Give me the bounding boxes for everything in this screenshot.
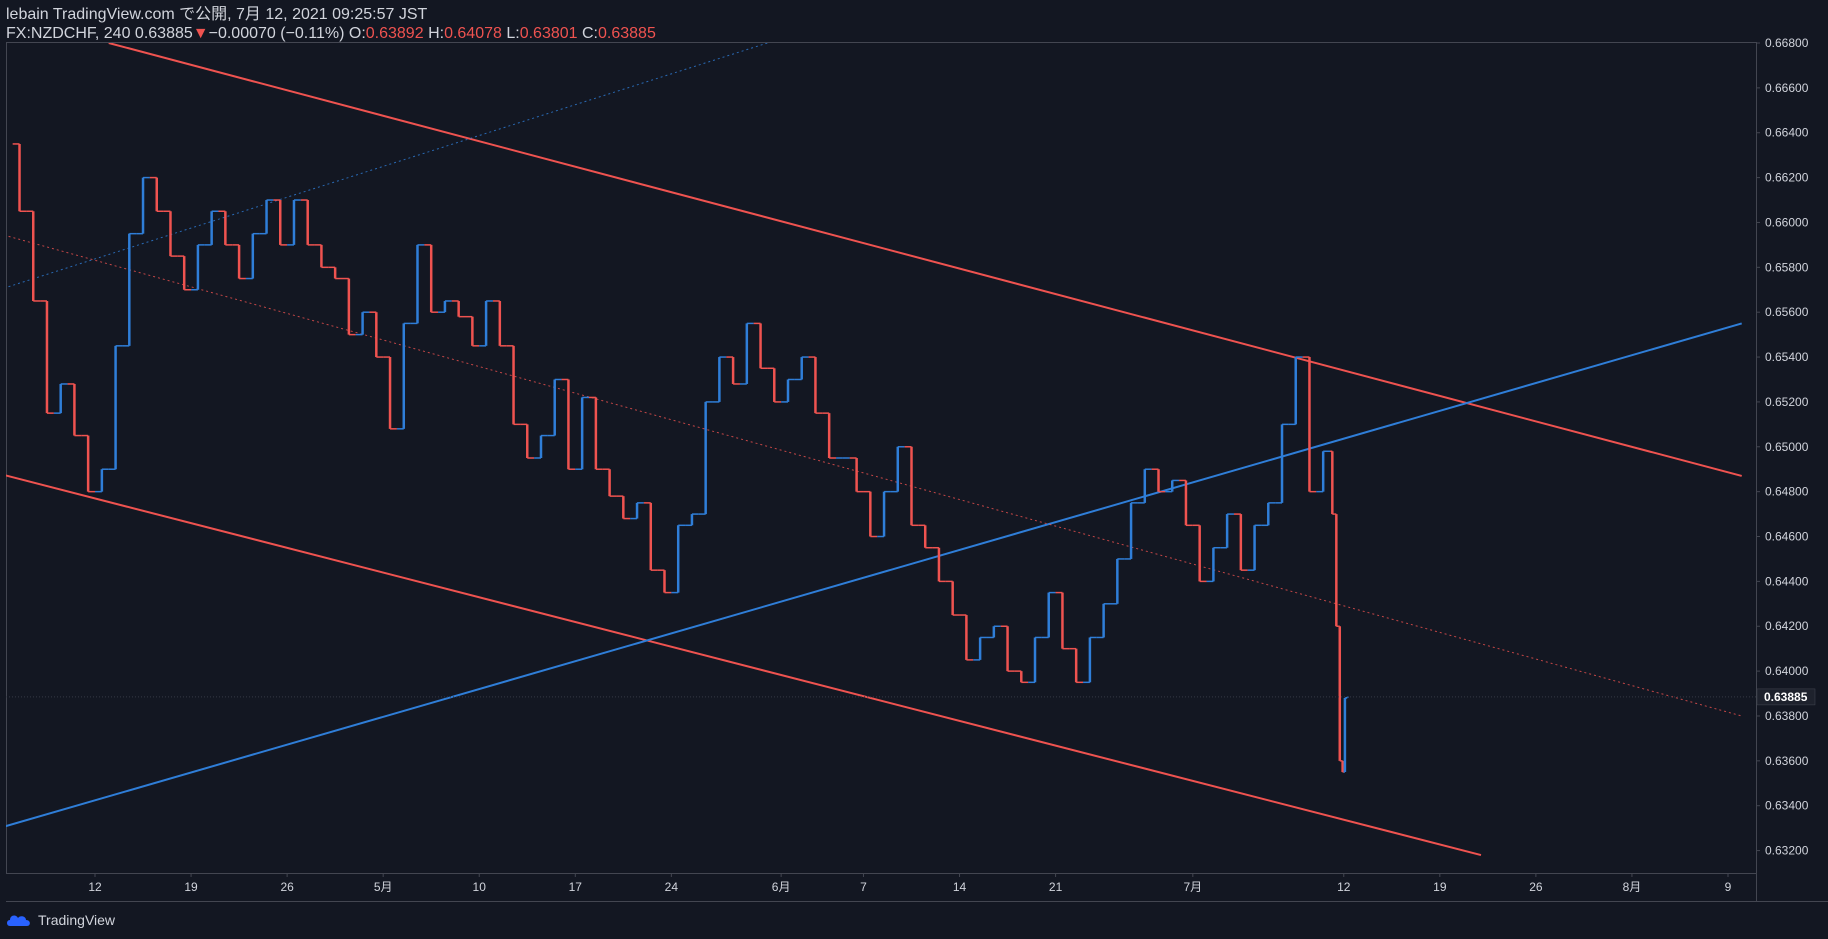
cloud-logo-icon	[7, 915, 30, 926]
x-tick-label: 26	[1529, 880, 1543, 894]
x-tick-label: 5月	[374, 880, 393, 894]
x-tick-label: 19	[184, 880, 198, 894]
trendline-1	[6, 474, 1482, 857]
y-tick-label: 0.65200	[1765, 395, 1809, 409]
y-tick-label: 0.64200	[1765, 619, 1809, 633]
y-tick-label: 0.64400	[1765, 574, 1809, 588]
close-label: C:	[582, 25, 598, 42]
symbol-label[interactable]: FX:NZDCHF, 240	[6, 25, 131, 42]
x-tick-label: 24	[665, 880, 679, 894]
open-label: O:	[348, 25, 366, 42]
y-tick-label: 0.64000	[1765, 664, 1809, 678]
open-value: 0.63892	[365, 25, 424, 42]
y-tick-label: 0.66800	[1765, 36, 1809, 50]
high-value: 0.64078	[444, 25, 502, 42]
trendline-3	[6, 235, 1742, 717]
x-tick-label: 9	[1725, 880, 1732, 894]
y-tick-label: 0.63600	[1765, 754, 1809, 768]
down-arrow-icon: ▼	[192, 25, 209, 42]
trendline-4	[6, 43, 768, 289]
trendline-0	[108, 43, 1742, 477]
last-price: 0.63885	[134, 25, 193, 42]
y-tick-label: 0.65400	[1765, 350, 1809, 364]
x-tick-label: 8月	[1623, 880, 1642, 894]
y-tick-label: 0.65000	[1765, 440, 1809, 454]
x-tick-label: 6月	[772, 880, 791, 894]
y-tick-label: 0.66200	[1765, 171, 1809, 185]
x-tick-label: 26	[280, 880, 294, 894]
current-price-box	[1756, 688, 1816, 706]
y-tick-label: 0.65600	[1765, 305, 1809, 319]
x-tick-label: 7月	[1183, 880, 1202, 894]
plot-layer	[6, 43, 1756, 857]
low-value: 0.63801	[519, 25, 578, 42]
plot-border	[6, 42, 1757, 874]
x-tick-label: 10	[473, 880, 487, 894]
y-tick-label: 0.64800	[1765, 485, 1809, 499]
y-tick-label: 0.63400	[1765, 799, 1809, 813]
brand-label: TradingView	[38, 912, 116, 928]
current-price-label: 0.63885	[1764, 690, 1808, 704]
tradingview-logo[interactable]: TradingView	[6, 910, 115, 930]
ohlc-line: FX:NZDCHF, 240 0.63885▼−0.00070 (−0.11%)…	[6, 24, 656, 43]
y-tick-label: 0.64600	[1765, 530, 1809, 544]
chart-header: lebain TradingView.com で公開, 7月 12, 2021 …	[6, 5, 656, 43]
close-value: 0.63885	[598, 25, 656, 42]
y-tick-label: 0.65800	[1765, 260, 1809, 274]
x-tick-label: 19	[1433, 880, 1447, 894]
x-tick-label: 12	[88, 880, 102, 894]
y-tick-label: 0.63200	[1765, 844, 1809, 858]
x-tick-label: 21	[1049, 880, 1063, 894]
x-tick-label: 14	[953, 880, 967, 894]
publish-line: lebain TradingView.com で公開, 7月 12, 2021 …	[6, 6, 428, 23]
y-tick-label: 0.66600	[1765, 81, 1809, 95]
y-tick-label: 0.66000	[1765, 215, 1809, 229]
trendline-2	[6, 322, 1743, 828]
y-tick-label: 0.66400	[1765, 126, 1809, 140]
x-tick-label: 17	[569, 880, 583, 894]
high-label: H:	[428, 25, 445, 42]
y-tick-label: 0.63800	[1765, 709, 1809, 723]
x-tick-label: 12	[1337, 880, 1351, 894]
price-change: −0.00070 (−0.11%)	[208, 25, 345, 42]
low-label: L:	[506, 25, 520, 42]
x-tick-label: 7	[860, 880, 867, 894]
